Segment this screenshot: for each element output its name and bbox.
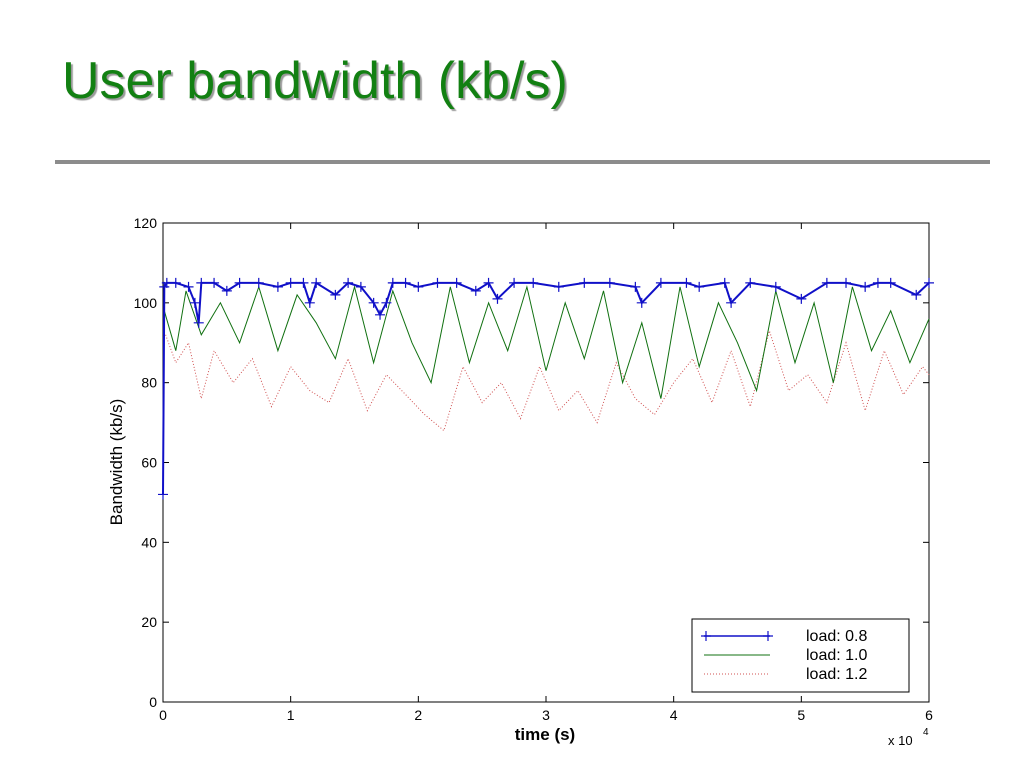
x-tick-label: 0 — [159, 707, 167, 723]
x-axis-label: time (s) — [515, 725, 575, 744]
series-point-load-0-8 — [860, 281, 871, 292]
series-point-load-0-8 — [579, 277, 590, 288]
series-point-load-0-8 — [196, 277, 207, 288]
series-point-load-0-8 — [161, 277, 172, 288]
series-point-load-0-8 — [681, 277, 692, 288]
series-point-load-0-8 — [636, 297, 647, 308]
series-point-load-0-8 — [311, 277, 322, 288]
series-point-load-0-8 — [159, 281, 170, 292]
y-axis-label: Bandwidth (kb/s) — [107, 399, 126, 526]
x-tick-label: 3 — [542, 707, 550, 723]
y-tick-label: 40 — [141, 534, 157, 550]
series-point-load-0-8 — [189, 297, 200, 308]
series-point-load-0-8 — [492, 293, 503, 304]
series-point-load-0-8 — [745, 277, 756, 288]
series-point-load-0-8 — [387, 277, 398, 288]
title-divider — [55, 160, 990, 164]
series-point-load-0-8 — [841, 277, 852, 288]
x-axis-multiplier: x 10 — [888, 733, 913, 748]
x-axis-multiplier-exponent: 4 — [923, 727, 929, 738]
series-point-load-0-8 — [821, 277, 832, 288]
series-point-load-0-8 — [911, 289, 922, 300]
series-point-load-0-8 — [655, 277, 666, 288]
series-point-load-0-8 — [375, 309, 386, 320]
series-line-08 — [162, 281, 930, 495]
series-point-load-0-8 — [285, 277, 296, 288]
series-point-load-0-8 — [451, 277, 462, 288]
series-point-load-0-8 — [272, 281, 283, 292]
series-point-load-0-8 — [770, 281, 781, 292]
slide-title: User bandwidth (kb/s) — [62, 52, 568, 110]
series-point-load-0-8 — [483, 277, 494, 288]
series-point-load-0-8 — [885, 277, 896, 288]
series-point-load-0-8 — [355, 281, 366, 292]
series-point-load-0-8 — [726, 297, 737, 308]
series-point-load-0-8 — [221, 285, 232, 296]
series-point-load-0-8 — [183, 281, 194, 292]
series-point-load-0-8 — [193, 317, 204, 328]
series-point-load-0-8 — [234, 277, 245, 288]
series-point-load-0-8 — [368, 297, 379, 308]
series-point-load-0-8 — [381, 297, 392, 308]
series-point-load-0-8 — [924, 277, 934, 288]
series-point-load-0-8 — [470, 285, 481, 296]
series-point-load-0-8 — [330, 289, 341, 300]
legend-marker — [763, 631, 773, 641]
series-line-10 — [163, 284, 930, 399]
series-point-load-0-8 — [694, 281, 705, 292]
y-tick-label: 80 — [141, 375, 157, 391]
series-point-load-0-8 — [304, 297, 315, 308]
series-point-load-0-8 — [253, 277, 264, 288]
y-tick-label: 0 — [149, 694, 157, 710]
series-point-load-0-8 — [509, 277, 520, 288]
y-tick-label: 120 — [134, 215, 158, 231]
series-point-load-0-8 — [170, 277, 181, 288]
x-tick-label: 6 — [925, 707, 933, 723]
y-tick-label: 20 — [141, 614, 157, 630]
series-point-load-0-8 — [413, 281, 424, 292]
x-tick-label: 5 — [797, 707, 805, 723]
series-point-load-0-8 — [343, 277, 354, 288]
y-tick-label: 60 — [141, 455, 157, 471]
legend-label: load: 1.2 — [806, 666, 867, 683]
series-point-load-0-8 — [528, 277, 539, 288]
series-point-load-0-8 — [158, 489, 168, 500]
series-point-load-0-8 — [209, 277, 220, 288]
series-point-load-0-8 — [630, 281, 641, 292]
series-point-load-0-8 — [553, 281, 564, 292]
series-point-load-0-8 — [796, 293, 807, 304]
series-point-load-0-8 — [298, 277, 309, 288]
y-tick-label: 100 — [134, 295, 158, 311]
x-tick-label: 2 — [414, 707, 422, 723]
legend-marker — [701, 631, 711, 641]
legend-label: load: 0.8 — [806, 628, 867, 645]
x-tick-label: 1 — [287, 707, 295, 723]
series-point-load-0-8 — [604, 277, 615, 288]
series-line-12 — [165, 328, 930, 432]
series-point-load-0-8 — [719, 277, 730, 288]
legend-label: load: 1.0 — [806, 647, 867, 664]
x-tick-label: 4 — [670, 707, 678, 723]
series-point-load-0-8 — [872, 277, 883, 288]
series-point-load-0-8 — [432, 277, 443, 288]
series-point-load-0-8 — [400, 277, 411, 288]
